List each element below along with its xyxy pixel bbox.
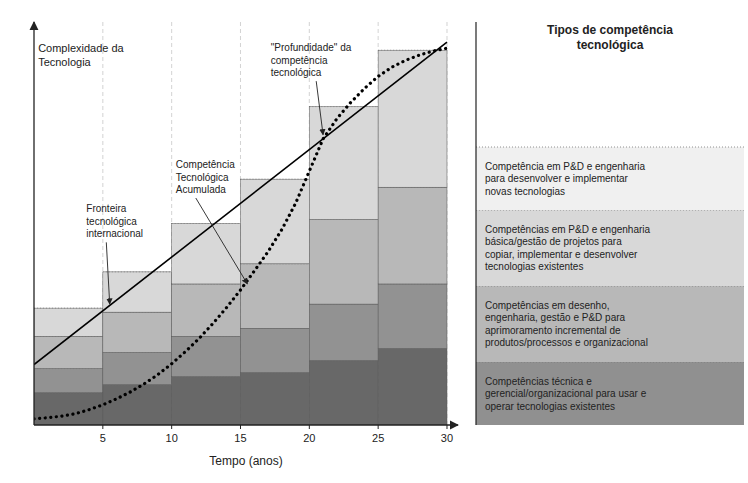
- bar-segment: [34, 393, 103, 425]
- bar-segment: [309, 219, 378, 304]
- bar-segment: [103, 352, 172, 384]
- band: [476, 147, 744, 210]
- band-label-line: tecnologias existentes: [485, 261, 583, 272]
- x-tick-label: 10: [166, 432, 178, 444]
- x-tick: [446, 425, 447, 429]
- bar-segment: [240, 373, 309, 425]
- annotation-arrow: [196, 198, 248, 284]
- x-tick: [240, 425, 241, 429]
- band-label: Competências em desenho,engenharia, gest…: [485, 300, 648, 349]
- band-label-line: copiar, implementar e desenvolver: [485, 249, 638, 260]
- layer-boundary: [34, 308, 103, 309]
- x-axis-label: Tempo (anos): [209, 454, 282, 468]
- annotation-line: competência: [271, 55, 328, 66]
- annotations: Complexidade da Tecnologia Fronteira tecnol…: [38, 42, 352, 304]
- bar-segment: [378, 187, 447, 284]
- annotation-arrow: [316, 81, 323, 135]
- band-label-line: Competências em P&D e engenharia: [485, 224, 651, 235]
- x-tick-label: 30: [441, 432, 453, 444]
- panel-title: Tipos de competênciatecnológica: [547, 23, 673, 52]
- band: [476, 210, 744, 286]
- annotation-line: "Profundidade" da: [271, 42, 352, 53]
- annotation-line: Tecnologia: [38, 56, 91, 68]
- bar-segment: [240, 179, 309, 264]
- dotted-line: [34, 48, 447, 419]
- band-label: Competências técnica egerencial/organiza…: [485, 376, 647, 412]
- bar-segment: [34, 336, 103, 368]
- bar-segment: [103, 272, 172, 312]
- x-axis: [34, 424, 458, 425]
- right-panel: Tipos de competênciatecnológica Competênc…: [476, 22, 744, 425]
- x-tick: [171, 425, 172, 429]
- x-tick: [102, 425, 103, 429]
- band-label-line: básica/gestão de projetos para: [485, 236, 622, 247]
- band-label-line: Competências em desenho,: [485, 300, 610, 311]
- bar-segment: [240, 328, 309, 372]
- layer-boundary: [240, 179, 309, 180]
- layer-boundary: [103, 271, 172, 272]
- annotation-arrow: [106, 242, 109, 304]
- bar-segment: [172, 224, 241, 284]
- band-label-line: gerencial/organizacional para usar e: [485, 388, 647, 399]
- panel-separator: [475, 22, 476, 425]
- band: [476, 286, 744, 362]
- bar-segment: [103, 385, 172, 425]
- annotation: Fronteira tecnológicainternacional: [86, 203, 143, 239]
- layer-boundary: [172, 223, 241, 224]
- x-tick: [378, 425, 379, 429]
- chart: 5 10 15 20 25 30 Tempo (anos) Complexidade da Te…: [0, 0, 748, 483]
- annotation-line: Tecnológica: [176, 172, 229, 183]
- band-label-line: engenharia, gestão e P&D para: [485, 312, 626, 323]
- axes: 5 10 15 20 25 30 Tempo (anos): [34, 22, 458, 468]
- bar-segment: [34, 308, 103, 336]
- line: [34, 42, 447, 364]
- band-separator: [476, 147, 744, 148]
- bar-segment: [378, 348, 447, 425]
- panel-title-line: tecnológica: [577, 38, 644, 52]
- bar-segment: [172, 336, 241, 376]
- bar-segment: [172, 377, 241, 425]
- band-label-line: Competência em P&D e engenharia: [485, 161, 646, 172]
- annotation: Complexidade da Tecnologia: [38, 42, 124, 68]
- band-label: Competências em P&D e engenhariabásica/g…: [485, 224, 651, 273]
- x-tick-label: 15: [234, 432, 246, 444]
- bar-segment: [34, 369, 103, 393]
- band-label: Competência em P&D e engenhariapara dese…: [485, 161, 646, 197]
- band-label-line: aprimoramento incremental de: [485, 325, 621, 336]
- bar-segment: [172, 284, 241, 336]
- x-tick-label: 20: [303, 432, 315, 444]
- band-label-line: Competências técnica e: [485, 376, 592, 387]
- bar-segment: [309, 304, 378, 360]
- band: [476, 362, 744, 425]
- band-label-line: operar tecnologias existentes: [485, 401, 615, 412]
- band-label-line: produtos/processos e organizacional: [485, 337, 648, 348]
- annotation-line: tecnológica: [271, 67, 322, 78]
- annotation-line: Fronteira: [86, 203, 126, 214]
- annotation-line: Complexidade da: [38, 42, 124, 54]
- panel-title-line: Tipos de competência: [547, 23, 673, 37]
- data-area: [34, 42, 447, 425]
- annotation-line: internacional: [86, 228, 143, 239]
- bar-segment: [240, 264, 309, 328]
- bar-segment: [378, 284, 447, 348]
- annotation-line: Acumulada: [176, 184, 226, 195]
- annotation-line: tecnológica: [86, 216, 137, 227]
- bar-segment: [103, 312, 172, 352]
- x-tick-label: 25: [372, 432, 384, 444]
- annotation: "Profundidade" da competênciatecnológica: [271, 42, 352, 78]
- band-label-line: novas tecnologias: [485, 186, 565, 197]
- annotation: Competência TecnológicaAcumulada: [176, 159, 235, 195]
- x-tick: [309, 425, 310, 429]
- x-tick-label: 5: [100, 432, 106, 444]
- band-label-line: para desenvolver e implementar: [485, 173, 629, 184]
- annotation-line: Competência: [176, 159, 235, 170]
- y-axis: [33, 22, 34, 425]
- bar-segment: [309, 361, 378, 425]
